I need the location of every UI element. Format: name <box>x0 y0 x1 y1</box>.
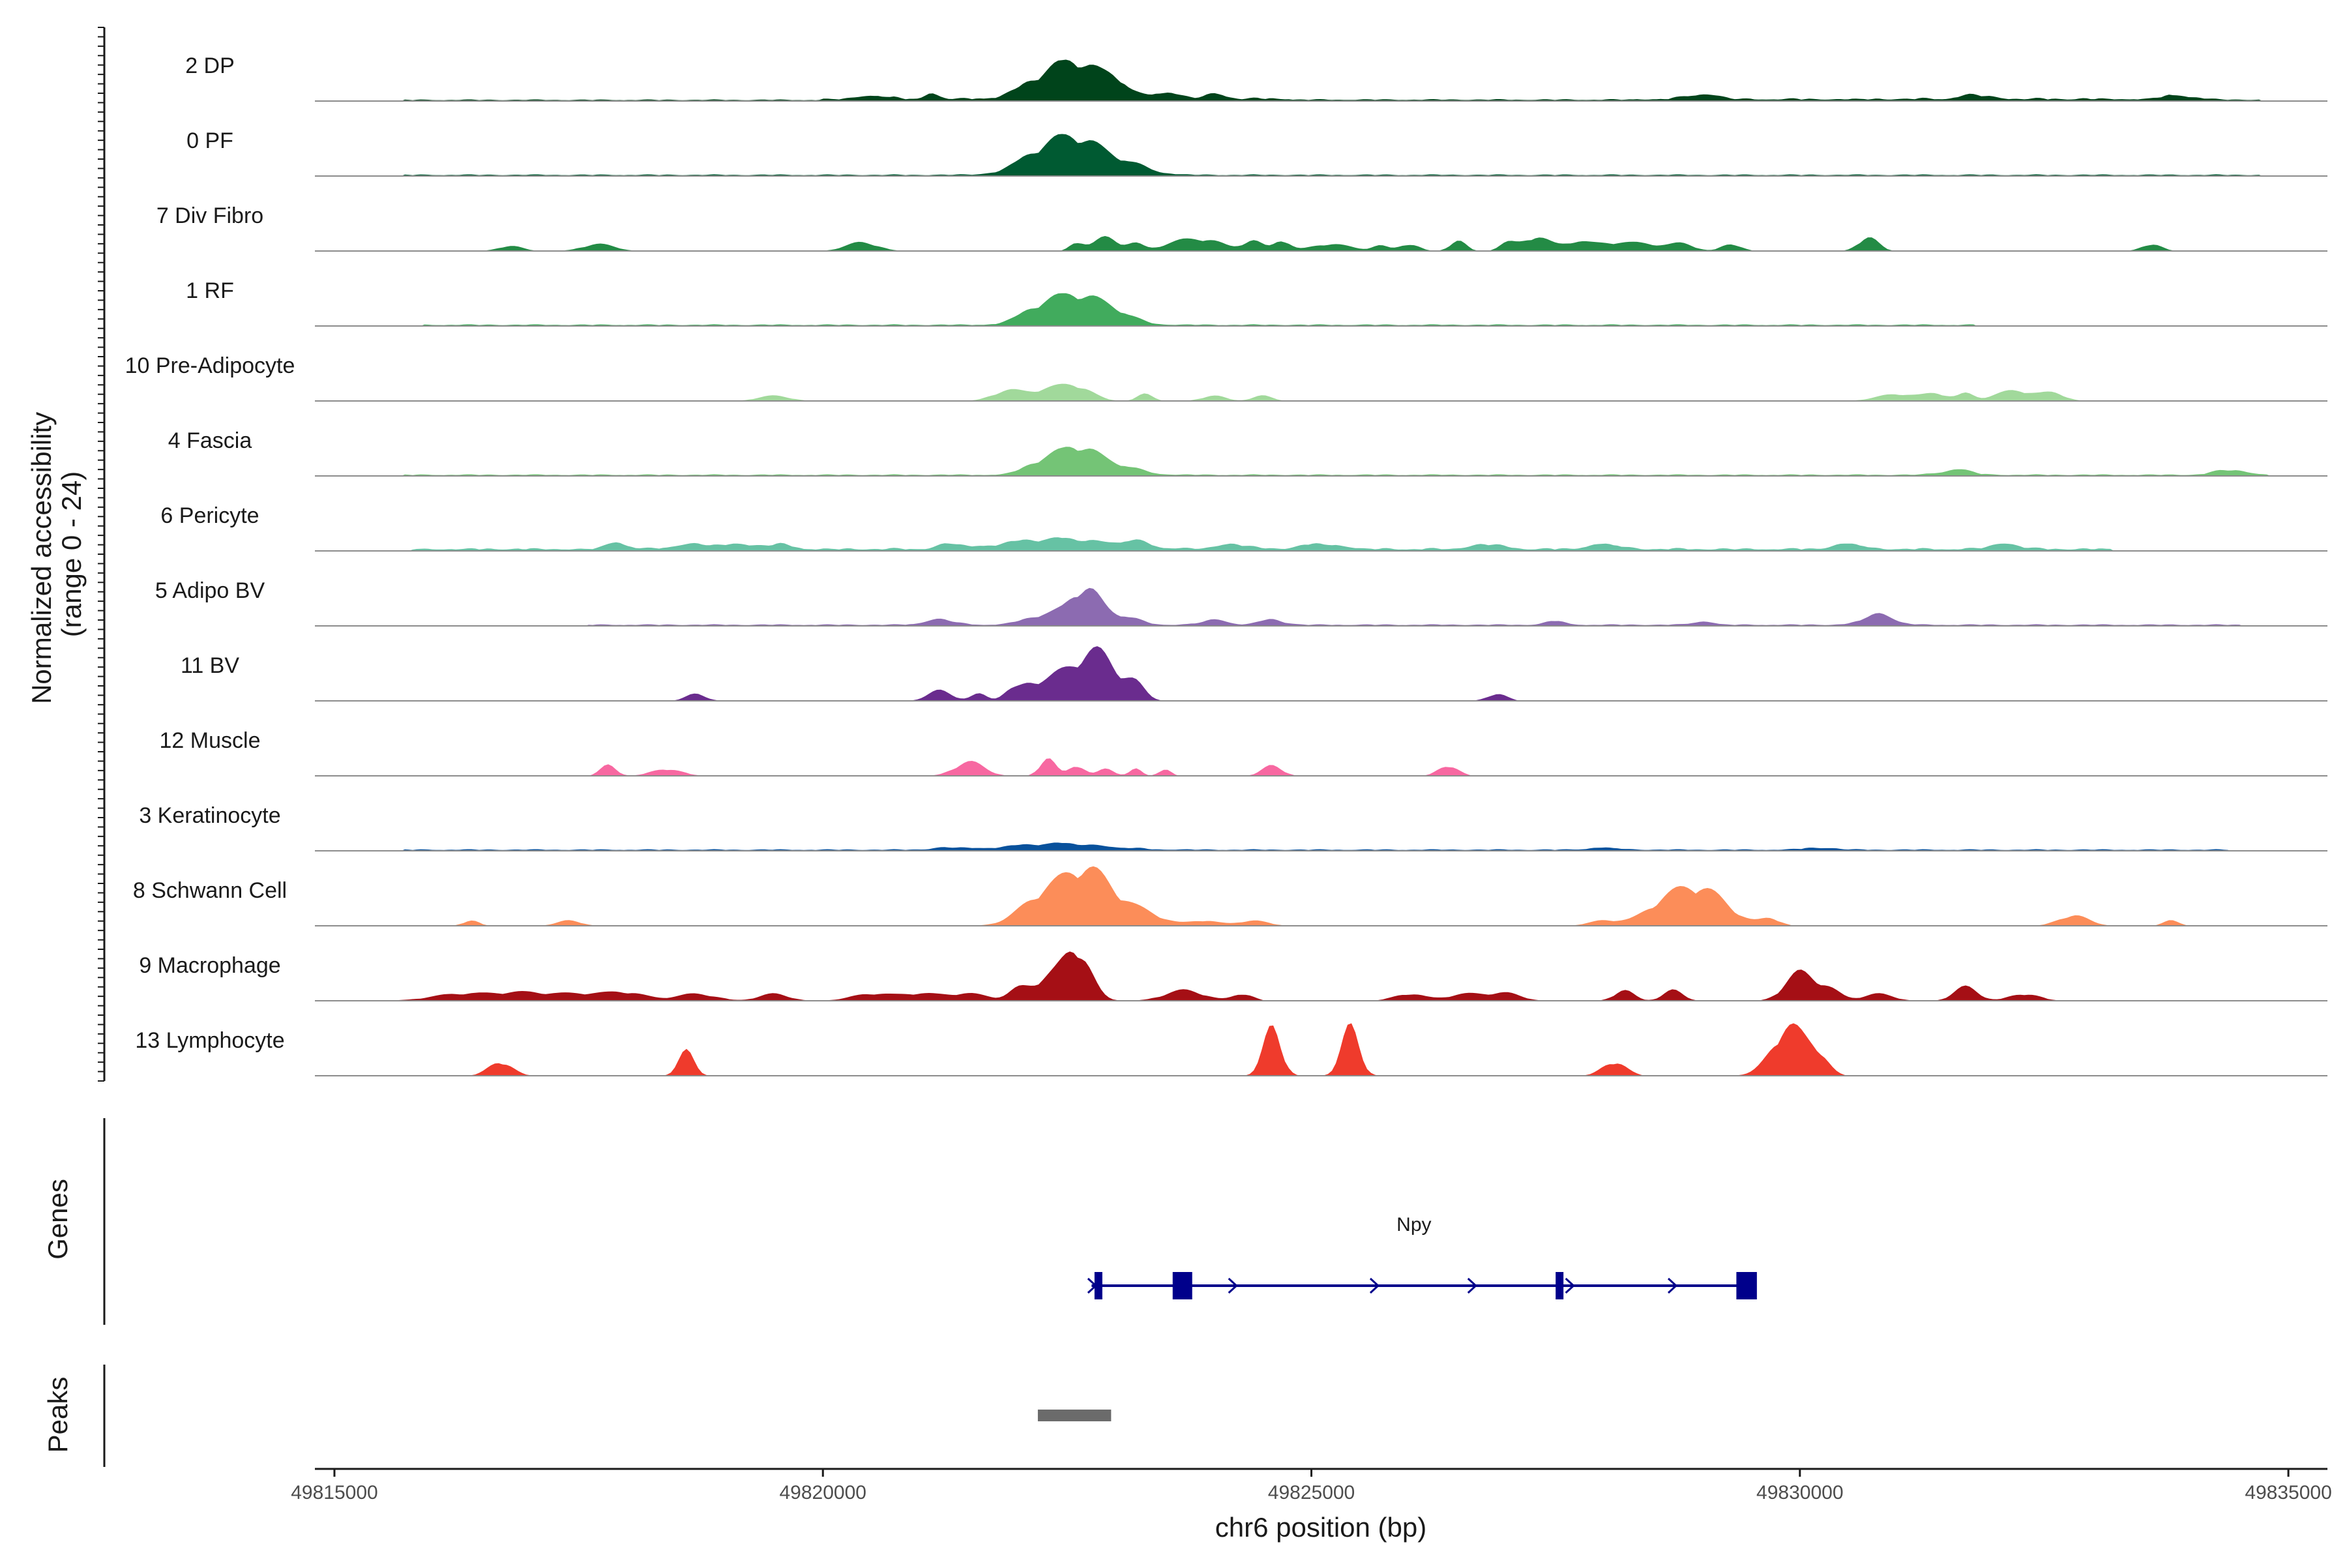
track-signal <box>315 758 2327 776</box>
track-signal <box>315 1023 2327 1076</box>
strand-arrow <box>1667 1277 1678 1294</box>
track-6: 4 Fascia <box>168 428 2327 477</box>
track-label: 1 RF <box>186 278 234 303</box>
y-axis-title-line1: Normalized accessibility <box>26 412 57 704</box>
track-label: 5 Adipo BV <box>155 578 265 603</box>
strand-arrow <box>1565 1277 1575 1294</box>
track-2: 0 PF <box>186 128 2327 177</box>
gene-annotation-panel: Npy <box>103 1118 1757 1325</box>
peak-region <box>1037 1410 1112 1421</box>
track-label: 11 BV <box>181 653 239 678</box>
gene-exon <box>1556 1272 1564 1299</box>
x-tick-label: 49820000 <box>780 1482 866 1503</box>
track-signal <box>315 646 2327 701</box>
track-label: 12 Muscle <box>160 728 261 753</box>
track-7: 6 Pericyte <box>160 503 2327 552</box>
track-1: 2 DP <box>185 53 2327 102</box>
track-10: 12 Muscle <box>160 728 2327 777</box>
track-4: 1 RF <box>186 278 2327 327</box>
track-label: 2 DP <box>185 53 235 78</box>
track-13: 9 Macrophage <box>139 951 2327 1001</box>
x-tick-label: 49830000 <box>1756 1482 1843 1503</box>
genes-panel-label: Genes <box>42 1179 73 1260</box>
track-signal <box>315 134 2327 176</box>
track-11: 3 Keratinocyte <box>139 803 2327 851</box>
peaks-panel <box>103 1365 1112 1467</box>
track-label: 6 Pericyte <box>160 503 259 528</box>
strand-arrow <box>1228 1277 1238 1294</box>
y-axis-title-line2: (range 0 - 24) <box>56 471 87 637</box>
track-9: 11 BV <box>181 646 2327 702</box>
track-14: 13 Lymphocyte <box>135 1023 2327 1076</box>
track-signal <box>315 537 2327 551</box>
track-signal <box>315 587 2327 626</box>
x-axis-title: chr6 position (bp) <box>1215 1512 1427 1543</box>
strand-arrow <box>1467 1277 1477 1294</box>
track-5: 10 Pre-Adipocyte <box>125 353 2327 402</box>
track-label: 7 Div Fibro <box>156 203 263 228</box>
gene-exon <box>1094 1272 1102 1299</box>
track-signal <box>315 866 2327 926</box>
x-tick-label: 49835000 <box>2245 1482 2331 1503</box>
track-label: 8 Schwann Cell <box>133 878 287 903</box>
gene-exon <box>1172 1272 1192 1299</box>
track-label: 9 Macrophage <box>139 953 280 978</box>
peaks-panel-label: Peaks <box>42 1377 73 1453</box>
track-label: 10 Pre-Adipocyte <box>125 353 295 378</box>
track-label: 3 Keratinocyte <box>139 803 280 828</box>
track-3: 7 Div Fibro <box>156 203 2327 252</box>
track-label: 4 Fascia <box>168 428 252 453</box>
x-tick-label: 49825000 <box>1268 1482 1355 1503</box>
track-8: 5 Adipo BV <box>155 578 2327 627</box>
track-signal <box>315 842 2327 851</box>
track-signal <box>315 951 2327 1001</box>
gene-exon <box>1736 1272 1757 1299</box>
track-signal <box>315 447 2327 476</box>
coverage-tracks: 2 DP 0 PF 7 Div Fibro 1 RF 10 Pre-Adipocyte 4… <box>125 53 2327 1076</box>
y-axis <box>98 27 106 1082</box>
strand-arrow <box>1369 1277 1380 1294</box>
track-12: 8 Schwann Cell <box>133 866 2327 926</box>
y-axis-title: Normalized accessibility (range 0 - 24) <box>26 404 87 704</box>
x-axis: 49815000 49820000 49825000 49830000 49835000 <box>291 1468 2332 1503</box>
track-signal <box>315 293 2327 326</box>
track-label: 13 Lymphocyte <box>135 1028 284 1053</box>
track-signal <box>315 383 2327 401</box>
track-label: 0 PF <box>186 128 233 153</box>
x-tick-label: 49815000 <box>291 1482 377 1503</box>
track-signal <box>315 59 2327 101</box>
gene-name-label: Npy <box>1396 1214 1431 1235</box>
track-signal <box>315 236 2327 251</box>
